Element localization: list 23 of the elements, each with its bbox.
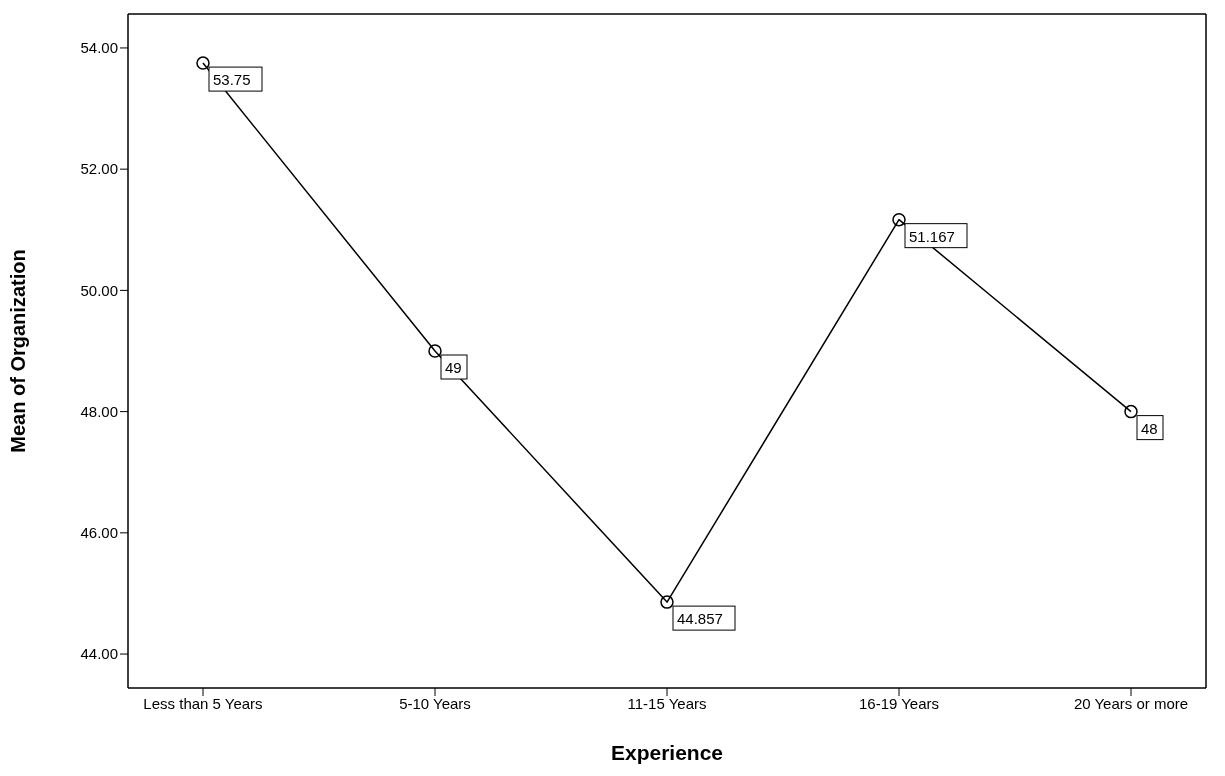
data-label: 51.167: [909, 227, 955, 245]
x-tick-label: 11-15 Years: [627, 694, 707, 712]
y-tick-label: 48.00: [80, 402, 118, 420]
data-label: 53.75: [213, 71, 251, 89]
data-label: 44.857: [677, 610, 723, 628]
y-tick-label: 54.00: [80, 39, 118, 57]
x-tick-label: 16-19 Years: [858, 694, 940, 712]
y-axis-title: Mean of Organization: [7, 249, 30, 453]
y-tick-label: 44.00: [80, 645, 118, 663]
y-tick-label: 52.00: [80, 160, 118, 178]
x-tick-label: Less than 5 Years: [143, 694, 263, 712]
data-label: 48: [1141, 419, 1158, 437]
data-label: 49: [445, 359, 462, 376]
x-tick-label: 20 Years or more: [1073, 694, 1189, 712]
y-tick-label: 46.00: [80, 524, 118, 542]
point: [660, 595, 674, 609]
point: [1124, 404, 1138, 419]
x-tick-label: 5-10 Years: [399, 694, 471, 712]
x-axis-title: Experience: [610, 741, 724, 764]
point: [892, 212, 906, 227]
point: [196, 56, 210, 70]
y-tick-label: 50.00: [80, 281, 118, 299]
point: [428, 344, 442, 358]
